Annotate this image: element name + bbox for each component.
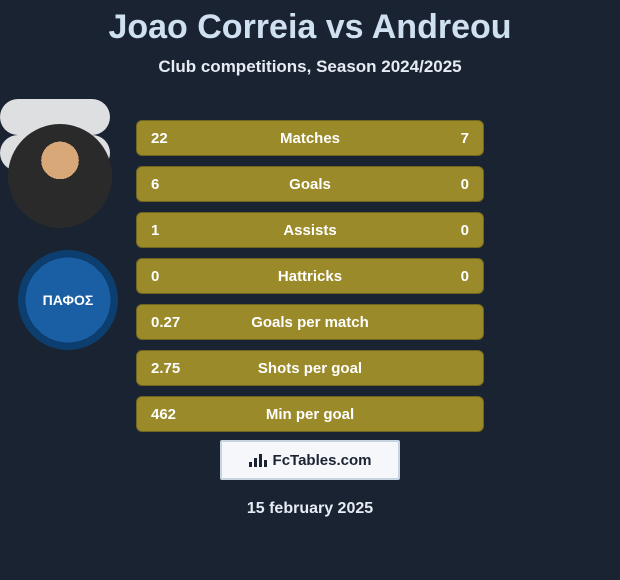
stat-row-assists: 1 Assists 0 <box>136 212 484 248</box>
stat-left-value: 22 <box>151 130 211 147</box>
logo-text: FcTables.com <box>273 452 372 469</box>
bars-icon <box>249 453 267 467</box>
stat-row-min-per-goal: 462 Min per goal <box>136 396 484 432</box>
stat-right-value: 7 <box>409 130 469 147</box>
stat-row-matches: 22 Matches 7 <box>136 120 484 156</box>
stat-label: Shots per goal <box>211 360 409 377</box>
stat-right-value: 0 <box>409 222 469 239</box>
fctables-logo-link[interactable]: FcTables.com <box>220 440 400 480</box>
subtitle: Club competitions, Season 2024/2025 <box>0 57 620 77</box>
stat-label: Goals per match <box>211 314 409 331</box>
stat-row-goals-per-match: 0.27 Goals per match <box>136 304 484 340</box>
stat-row-goals: 6 Goals 0 <box>136 166 484 202</box>
date-label: 15 february 2025 <box>247 500 373 518</box>
stat-label: Goals <box>211 176 409 193</box>
stat-row-shots-per-goal: 2.75 Shots per goal <box>136 350 484 386</box>
stat-label: Hattricks <box>211 268 409 285</box>
stat-left-value: 0.27 <box>151 314 211 331</box>
stat-label: Assists <box>211 222 409 239</box>
player-left-avatar <box>8 124 112 228</box>
player-left-club-badge: ΠΑΦΟΣ <box>18 250 118 350</box>
club-badge-label: ΠΑΦΟΣ <box>43 292 94 308</box>
stat-label: Matches <box>211 130 409 147</box>
stat-left-value: 462 <box>151 406 211 423</box>
stat-right-value: 0 <box>409 176 469 193</box>
stats-list: 22 Matches 7 6 Goals 0 1 Assists 0 0 Hat… <box>136 120 484 442</box>
stat-left-value: 2.75 <box>151 360 211 377</box>
stat-right-value: 0 <box>409 268 469 285</box>
stat-row-hattricks: 0 Hattricks 0 <box>136 258 484 294</box>
stat-left-value: 6 <box>151 176 211 193</box>
stat-label: Min per goal <box>211 406 409 423</box>
stat-left-value: 0 <box>151 268 211 285</box>
page-title: Joao Correia vs Andreou <box>0 0 620 47</box>
stat-left-value: 1 <box>151 222 211 239</box>
